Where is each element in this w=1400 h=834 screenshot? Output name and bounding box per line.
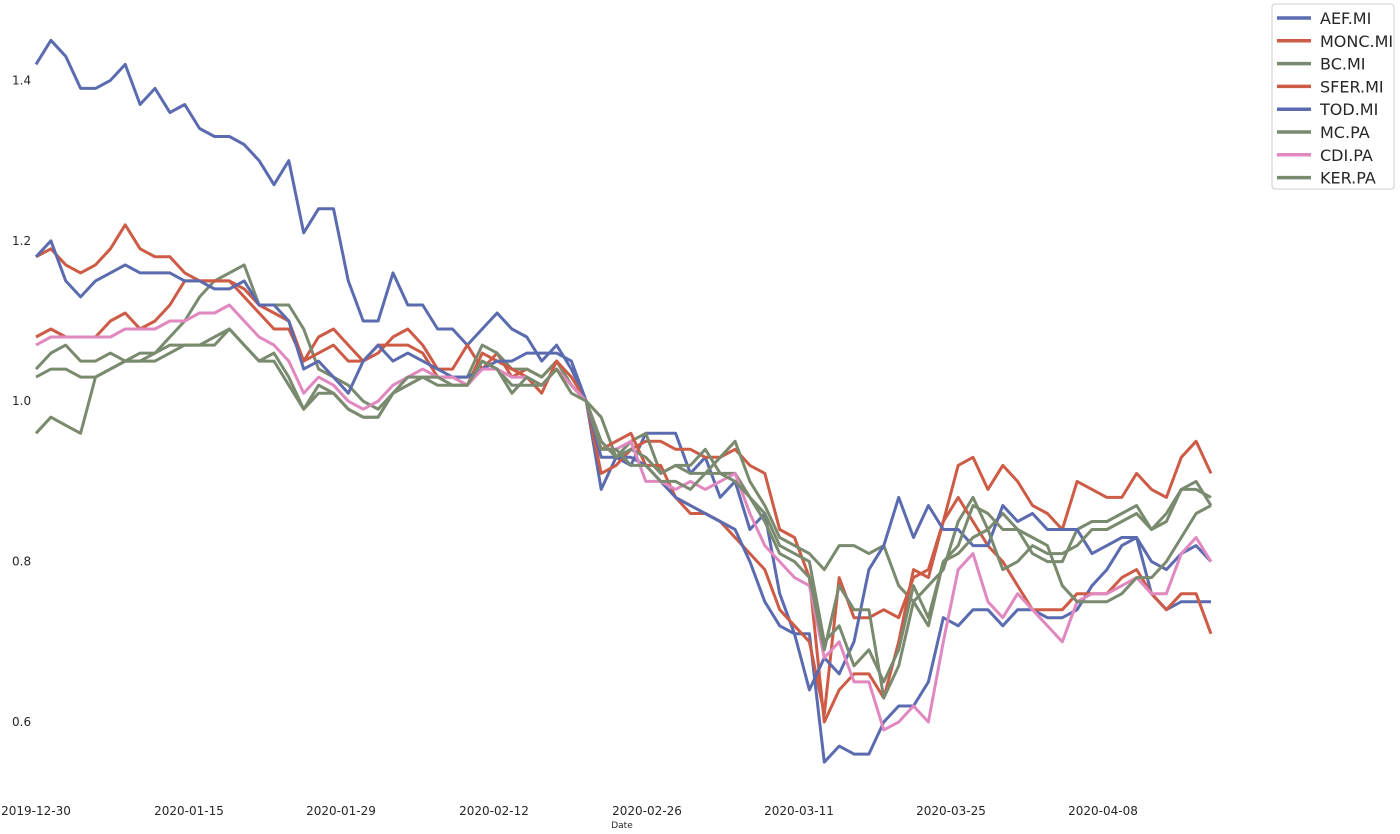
legend-label: MONC.MI — [1320, 32, 1393, 51]
legend: AEF.MI MONC.MI BC.MI SFER.MI TOD.MI MC.PA CDI.… — [1271, 3, 1395, 190]
legend-label: SFER.MI — [1320, 77, 1384, 96]
series-line-bc-mi — [34, 263, 1212, 604]
y-tick-label: 0.6 — [12, 715, 31, 729]
legend-label: KER.PA — [1320, 169, 1376, 188]
x-tick-label: 2020-04-08 — [1068, 804, 1138, 818]
series-line-cdi-pa — [35, 303, 1213, 732]
series-line-ker-pa — [35, 327, 1212, 700]
legend-box — [1271, 3, 1395, 190]
x-tick-label: 2020-01-15 — [154, 804, 224, 818]
x-axis-ticks: 2019-12-30 2020-01-15 2020-01-29 2020-02-12… — [1, 804, 1138, 818]
series-line-monc-mi — [35, 223, 1213, 724]
x-tick-label: 2020-01-29 — [306, 804, 376, 818]
y-tick-label: 1.2 — [12, 234, 31, 248]
legend-label: AEF.MI — [1320, 9, 1371, 28]
x-tick-label: 2019-12-30 — [1, 804, 71, 818]
series-line-sfer-mi — [35, 279, 1213, 716]
y-tick-label: 0.8 — [12, 555, 31, 569]
series-line-aef-mi — [34, 38, 1211, 764]
legend-label: CDI.PA — [1320, 146, 1373, 165]
series-line-tod-mi — [34, 239, 1213, 692]
legend-label: BC.MI — [1320, 55, 1365, 74]
x-tick-label: 2020-02-12 — [459, 804, 529, 818]
x-axis-label: Date — [611, 821, 633, 831]
y-tick-label: 1.0 — [12, 394, 31, 408]
series-lines — [34, 38, 1213, 764]
y-axis-ticks: 0.6 0.8 1.0 1.2 1.4 — [12, 73, 31, 729]
x-tick-label: 2020-03-11 — [764, 804, 834, 818]
x-tick-label: 2020-03-25 — [916, 804, 986, 818]
legend-label: MC.PA — [1320, 123, 1370, 142]
y-tick-label: 1.4 — [12, 73, 31, 87]
legend-label: TOD.MI — [1319, 100, 1378, 119]
x-tick-label: 2020-02-26 — [612, 804, 682, 818]
